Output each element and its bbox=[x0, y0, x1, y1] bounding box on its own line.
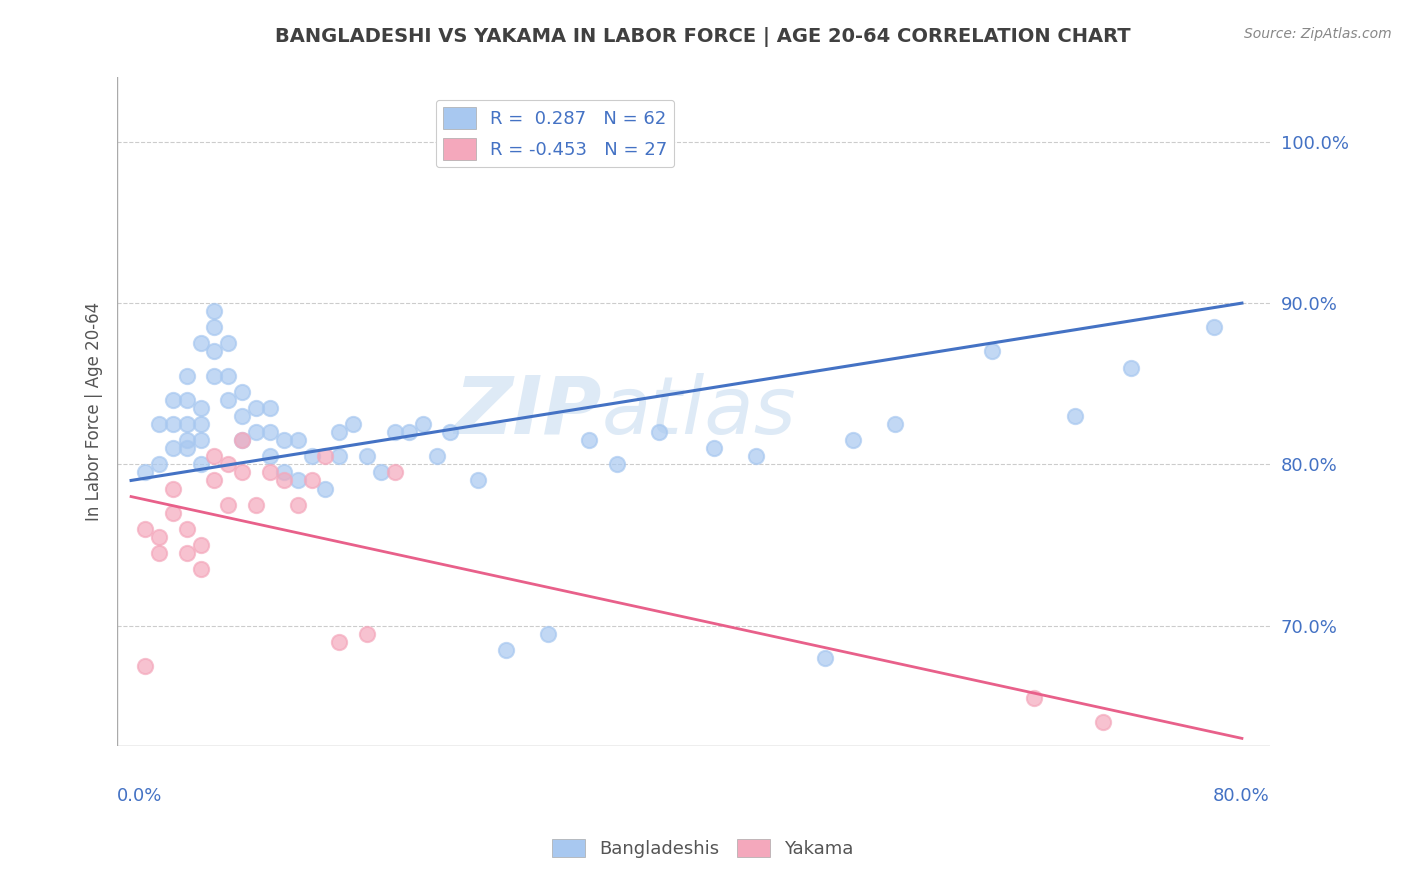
Point bbox=[259, 401, 281, 415]
Point bbox=[342, 417, 364, 431]
Point bbox=[148, 530, 170, 544]
Point bbox=[648, 425, 671, 439]
Text: 0.0%: 0.0% bbox=[117, 787, 163, 805]
Point bbox=[217, 392, 239, 407]
Point bbox=[356, 626, 378, 640]
Point bbox=[425, 450, 447, 464]
Point bbox=[314, 450, 336, 464]
Point bbox=[606, 458, 628, 472]
Point bbox=[134, 466, 156, 480]
Text: ZIP: ZIP bbox=[454, 373, 602, 451]
Point bbox=[202, 320, 225, 334]
Point bbox=[202, 474, 225, 488]
Point bbox=[176, 368, 198, 383]
Point bbox=[245, 401, 267, 415]
Point bbox=[259, 466, 281, 480]
Point bbox=[703, 441, 725, 455]
Point bbox=[259, 450, 281, 464]
Point bbox=[245, 498, 267, 512]
Point bbox=[231, 433, 253, 447]
Y-axis label: In Labor Force | Age 20-64: In Labor Force | Age 20-64 bbox=[86, 302, 103, 522]
Point bbox=[190, 433, 212, 447]
Point bbox=[202, 368, 225, 383]
Point bbox=[301, 474, 323, 488]
Point bbox=[273, 466, 295, 480]
Point bbox=[217, 336, 239, 351]
Point bbox=[176, 441, 198, 455]
Point bbox=[745, 450, 768, 464]
Point bbox=[202, 450, 225, 464]
Point bbox=[412, 417, 434, 431]
Point bbox=[148, 546, 170, 560]
Point bbox=[287, 474, 309, 488]
Point bbox=[883, 417, 905, 431]
Point bbox=[1119, 360, 1142, 375]
Point bbox=[202, 304, 225, 318]
Point bbox=[231, 466, 253, 480]
Point bbox=[231, 409, 253, 423]
Point bbox=[495, 642, 517, 657]
Point bbox=[190, 336, 212, 351]
Point bbox=[190, 458, 212, 472]
Point bbox=[287, 433, 309, 447]
Point bbox=[578, 433, 600, 447]
Point bbox=[176, 392, 198, 407]
Point bbox=[190, 562, 212, 576]
Point bbox=[301, 450, 323, 464]
Point bbox=[231, 384, 253, 399]
Point bbox=[273, 433, 295, 447]
Point bbox=[328, 425, 350, 439]
Point bbox=[384, 425, 406, 439]
Point bbox=[148, 417, 170, 431]
Point bbox=[176, 417, 198, 431]
Point bbox=[287, 498, 309, 512]
Point bbox=[176, 433, 198, 447]
Point bbox=[202, 344, 225, 359]
Point bbox=[231, 433, 253, 447]
Point bbox=[398, 425, 420, 439]
Point bbox=[1064, 409, 1087, 423]
Point bbox=[1022, 691, 1045, 706]
Point bbox=[981, 344, 1004, 359]
Legend: Bangladeshis, Yakama: Bangladeshis, Yakama bbox=[546, 831, 860, 865]
Point bbox=[162, 392, 184, 407]
Legend: R =  0.287   N = 62, R = -0.453   N = 27: R = 0.287 N = 62, R = -0.453 N = 27 bbox=[436, 100, 675, 168]
Point bbox=[134, 522, 156, 536]
Point bbox=[314, 482, 336, 496]
Point bbox=[217, 458, 239, 472]
Point bbox=[439, 425, 461, 439]
Text: 80.0%: 80.0% bbox=[1213, 787, 1270, 805]
Point bbox=[217, 368, 239, 383]
Point bbox=[245, 425, 267, 439]
Point bbox=[1092, 715, 1115, 730]
Point bbox=[162, 506, 184, 520]
Point bbox=[190, 401, 212, 415]
Point bbox=[328, 634, 350, 648]
Point bbox=[148, 458, 170, 472]
Point bbox=[190, 538, 212, 552]
Point bbox=[537, 626, 560, 640]
Point bbox=[190, 417, 212, 431]
Point bbox=[176, 522, 198, 536]
Text: BANGLADESHI VS YAKAMA IN LABOR FORCE | AGE 20-64 CORRELATION CHART: BANGLADESHI VS YAKAMA IN LABOR FORCE | A… bbox=[276, 27, 1130, 46]
Point bbox=[814, 650, 837, 665]
Point bbox=[328, 450, 350, 464]
Point bbox=[162, 482, 184, 496]
Point bbox=[273, 474, 295, 488]
Point bbox=[162, 417, 184, 431]
Point bbox=[1204, 320, 1226, 334]
Point bbox=[176, 546, 198, 560]
Point bbox=[384, 466, 406, 480]
Point bbox=[842, 433, 865, 447]
Point bbox=[467, 474, 489, 488]
Point bbox=[370, 466, 392, 480]
Point bbox=[134, 658, 156, 673]
Point bbox=[356, 450, 378, 464]
Text: Source: ZipAtlas.com: Source: ZipAtlas.com bbox=[1244, 27, 1392, 41]
Point bbox=[259, 425, 281, 439]
Point bbox=[217, 498, 239, 512]
Text: atlas: atlas bbox=[602, 373, 796, 451]
Point bbox=[162, 441, 184, 455]
